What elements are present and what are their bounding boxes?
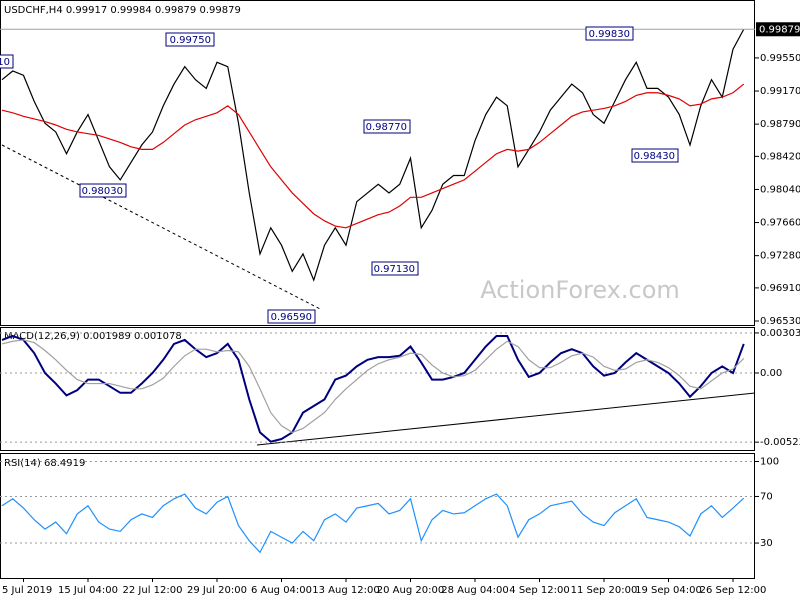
x-tick-label: 13 Aug 12:00	[312, 585, 379, 596]
annotation-box	[631, 148, 679, 163]
panel-frame	[0, 327, 755, 451]
y-tick-label: 0.96530	[760, 316, 800, 327]
annotation-label: 0.98030	[82, 186, 123, 197]
x-tick-label: 6 Aug 04:00	[251, 585, 312, 596]
y-tick-label: 0.00303	[760, 328, 800, 339]
trend-line	[256, 392, 756, 446]
x-tick-label: 26 Sep 12:00	[700, 585, 767, 596]
y-tick-label: 0.00	[760, 368, 782, 379]
series-line	[1, 334, 745, 443]
annotation-label: 0.99830	[589, 29, 630, 40]
x-tick-label: 19 Sep 04:00	[635, 585, 702, 596]
y-tick-label: 70	[760, 491, 773, 502]
last-price-box	[756, 22, 800, 37]
y-tick-label: -0.005236	[760, 437, 800, 448]
panel-frames	[0, 0, 755, 579]
x-tick-label: 5 Jul 2019	[2, 585, 52, 596]
y-tick-label: 0.97660	[760, 218, 800, 229]
annotation-label: 0.97130	[374, 264, 415, 275]
annotation-box	[79, 183, 127, 198]
annotation-label: 0.98770	[366, 122, 407, 133]
annotation-box	[363, 119, 411, 134]
last-price-label: 0.99879	[759, 24, 800, 35]
series-line	[1, 83, 745, 229]
y-tick-label: 0.96910	[760, 283, 800, 294]
panel-frame	[0, 0, 755, 326]
series-line	[1, 28, 745, 282]
chart-title: USDCHF,H4 0.99917 0.99984 0.99879 0.9987…	[4, 5, 241, 16]
x-tick-label: 29 Jul 20:00	[187, 585, 247, 596]
series-line	[1, 339, 745, 434]
y-tick-label: 100	[760, 457, 779, 468]
annotation-label: 0.99750	[170, 35, 211, 46]
y-tick-label: 0.99550	[760, 53, 800, 64]
y-tick-label: 0.98790	[760, 119, 800, 130]
panel-frame	[0, 453, 755, 579]
annotation-box	[267, 309, 316, 324]
x-tick-label: 22 Jul 12:00	[123, 585, 183, 596]
x-tick-label: 20 Aug 20:00	[377, 585, 444, 596]
annotation-label: 0.98430	[634, 151, 675, 162]
annotation-box	[165, 32, 215, 47]
series-line	[1, 493, 745, 554]
watermark: ActionForex.com	[480, 276, 680, 304]
y-tick-label: 0.98420	[760, 151, 800, 162]
y-tick-label: 0.98040	[760, 184, 800, 195]
annotation-box	[371, 261, 419, 276]
annotation-box	[585, 26, 634, 41]
y-tick-label: 30	[760, 538, 773, 549]
x-tick-label: 4 Sep 12:00	[509, 585, 569, 596]
annotation-label: 10	[0, 57, 10, 68]
x-tick-label: 28 Aug 04:00	[441, 585, 508, 596]
trend-line	[1, 144, 323, 311]
annotation-label: 0.96590	[271, 312, 312, 323]
y-tick-label: 0.97280	[760, 251, 800, 262]
x-tick-label: 11 Sep 20:00	[571, 585, 638, 596]
y-tick-label: 0.99170	[760, 86, 800, 97]
x-tick-label: 15 Jul 04:00	[58, 585, 118, 596]
annotation-box	[0, 54, 14, 69]
panel-title: MACD(12,26,9) 0.001989 0.001078	[4, 331, 182, 342]
panel-title: RSI(14) 68.4919	[4, 458, 85, 469]
